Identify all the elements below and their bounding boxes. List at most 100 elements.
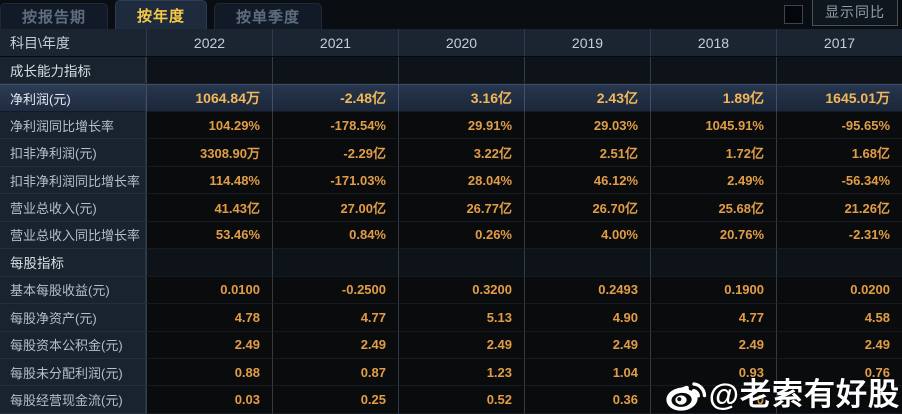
value-cell: 0.0100 bbox=[146, 276, 272, 305]
row-label: 基本每股收益(元) bbox=[0, 276, 146, 305]
value-cell: 0.26% bbox=[398, 221, 524, 250]
value-cell: 1045.91% bbox=[650, 111, 776, 140]
value-cell: 1.68亿 bbox=[776, 139, 902, 167]
value-cell: 4.58 bbox=[776, 304, 902, 332]
table-row[interactable]: 营业总收入(元) 41.43亿 27.00亿 26.77亿 26.70亿 25.68亿 21… bbox=[0, 194, 902, 222]
year-column-header[interactable]: 2022 bbox=[146, 29, 272, 56]
row-label: 营业总收入(元) bbox=[0, 194, 146, 222]
corner-header: 科目\年度 bbox=[10, 34, 70, 51]
table-row[interactable]: 每股经营现金流(元) 0.03 0.25 0.52 0.36 0 bbox=[0, 386, 902, 414]
value-cell: 4.00% bbox=[524, 221, 650, 250]
value-cell: 25.68亿 bbox=[650, 194, 776, 222]
value-cell: -2.31% bbox=[776, 221, 902, 250]
value-cell: 3.22亿 bbox=[398, 139, 524, 167]
row-label: 营业总收入同比增长率 bbox=[0, 221, 146, 250]
value-cell: 2.49% bbox=[650, 166, 776, 195]
value-cell: 3308.90万 bbox=[146, 139, 272, 167]
value-cell: -56.34% bbox=[776, 166, 902, 195]
table-row[interactable]: 净利润(元) 1064.84万 -2.48亿 3.16亿 2.43亿 1.89亿 1645.… bbox=[0, 84, 902, 112]
year-column-header[interactable]: 2018 bbox=[650, 29, 776, 56]
year-column-header[interactable]: 2020 bbox=[398, 29, 524, 56]
year-column-header[interactable]: 2019 bbox=[524, 29, 650, 56]
value-cell bbox=[776, 249, 902, 277]
value-cell bbox=[272, 57, 398, 85]
value-cell: 1.23 bbox=[398, 358, 524, 387]
value-cell: 0.88 bbox=[146, 358, 272, 387]
row-label: 每股指标 bbox=[0, 249, 146, 277]
value-cell: 0.1900 bbox=[650, 276, 776, 305]
value-cell: 104.29% bbox=[146, 111, 272, 140]
value-cell: 4.90 bbox=[524, 304, 650, 332]
table-row[interactable]: 扣非净利润同比增长率 114.48% -171.03% 28.04% 46.12% 2.4… bbox=[0, 166, 902, 195]
value-cell: -178.54% bbox=[272, 111, 398, 140]
value-cell bbox=[398, 249, 524, 277]
value-cell: -2.48亿 bbox=[272, 84, 398, 112]
value-cell: -95.65% bbox=[776, 111, 902, 140]
value-cell: 26.77亿 bbox=[398, 194, 524, 222]
value-cell: 0 bbox=[650, 386, 776, 414]
year-column-header[interactable]: 2017 bbox=[776, 29, 902, 56]
period-tabbar: 按报告期 按年度 按单季度 显示同比 bbox=[0, 0, 902, 29]
show-yoy-toggle-button[interactable]: 显示同比 bbox=[812, 0, 898, 26]
tab-annual[interactable]: 按年度 bbox=[115, 0, 208, 29]
row-label: 每股资本公积金(元) bbox=[0, 331, 146, 359]
value-cell: 0.36 bbox=[524, 386, 650, 414]
value-cell: 4.78 bbox=[146, 304, 272, 332]
value-cell: 53.46% bbox=[146, 221, 272, 250]
value-cell: 26.70亿 bbox=[524, 194, 650, 222]
value-cell: 1.72亿 bbox=[650, 139, 776, 167]
value-cell: 0.87 bbox=[272, 358, 398, 387]
table-row[interactable]: 每股净资产(元) 4.78 4.77 5.13 4.90 4.77 4.58 bbox=[0, 304, 902, 332]
section-header-row: 每股指标 bbox=[0, 249, 902, 277]
value-cell bbox=[146, 249, 272, 277]
table-row[interactable]: 营业总收入同比增长率 53.46% 0.84% 0.26% 4.00% 20.76% -2.… bbox=[0, 221, 902, 250]
value-cell: 28.04% bbox=[398, 166, 524, 195]
value-cell: 4.77 bbox=[650, 304, 776, 332]
value-cell: 4.77 bbox=[272, 304, 398, 332]
value-cell: 29.03% bbox=[524, 111, 650, 140]
table-row[interactable]: 每股未分配利润(元) 0.88 0.87 1.23 1.04 0.93 0.76 bbox=[0, 358, 902, 387]
table-row[interactable]: 每股资本公积金(元) 2.49 2.49 2.49 2.49 2.49 2.49 bbox=[0, 331, 902, 359]
table-row[interactable]: 扣非净利润(元) 3308.90万 -2.29亿 3.22亿 2.51亿 1.72亿 1.6… bbox=[0, 139, 902, 167]
value-cell: 2.49 bbox=[398, 331, 524, 359]
value-cell: -0.2500 bbox=[272, 276, 398, 305]
value-cell: 3.16亿 bbox=[398, 84, 524, 112]
value-cell: 2.49 bbox=[146, 331, 272, 359]
value-cell bbox=[524, 57, 650, 85]
value-cell: 0.84% bbox=[272, 221, 398, 250]
table-row[interactable]: 基本每股收益(元) 0.0100 -0.2500 0.3200 0.2493 0.1900… bbox=[0, 276, 902, 305]
row-label: 每股净资产(元) bbox=[0, 304, 146, 332]
show-yoy-checkbox[interactable] bbox=[784, 5, 803, 24]
tab-report-period[interactable]: 按报告期 bbox=[0, 3, 109, 29]
value-cell bbox=[524, 249, 650, 277]
row-label: 每股未分配利润(元) bbox=[0, 358, 146, 387]
value-cell: 0.3200 bbox=[398, 276, 524, 305]
value-cell: 0.52 bbox=[398, 386, 524, 414]
section-header-row: 成长能力指标 bbox=[0, 57, 902, 85]
value-cell bbox=[776, 57, 902, 85]
row-label: 净利润同比增长率 bbox=[0, 111, 146, 140]
value-cell: 1.04 bbox=[524, 358, 650, 387]
table-row[interactable]: 净利润同比增长率 104.29% -178.54% 29.91% 29.03% 1045.… bbox=[0, 111, 902, 140]
table-header-row: 科目\年度 2022 2021 2020 2019 2018 2017 bbox=[0, 29, 902, 57]
value-cell: 27.00亿 bbox=[272, 194, 398, 222]
value-cell: 2.49 bbox=[272, 331, 398, 359]
value-cell: 2.49 bbox=[650, 331, 776, 359]
year-column-header[interactable]: 2021 bbox=[272, 29, 398, 56]
value-cell: 0.03 bbox=[146, 386, 272, 414]
value-cell: 2.51亿 bbox=[524, 139, 650, 167]
value-cell bbox=[650, 57, 776, 85]
value-cell: 0.76 bbox=[776, 358, 902, 387]
value-cell: 46.12% bbox=[524, 166, 650, 195]
row-label: 净利润(元) bbox=[0, 84, 146, 112]
value-cell: 29.91% bbox=[398, 111, 524, 140]
value-cell: 1645.01万 bbox=[776, 84, 902, 112]
value-cell: 0.0200 bbox=[776, 276, 902, 305]
value-cell: 0.93 bbox=[650, 358, 776, 387]
tab-single-quarter[interactable]: 按单季度 bbox=[214, 3, 323, 29]
row-label: 每股经营现金流(元) bbox=[0, 386, 146, 414]
value-cell: 2.49 bbox=[776, 331, 902, 359]
value-cell: 0.2493 bbox=[524, 276, 650, 305]
value-cell: 41.43亿 bbox=[146, 194, 272, 222]
